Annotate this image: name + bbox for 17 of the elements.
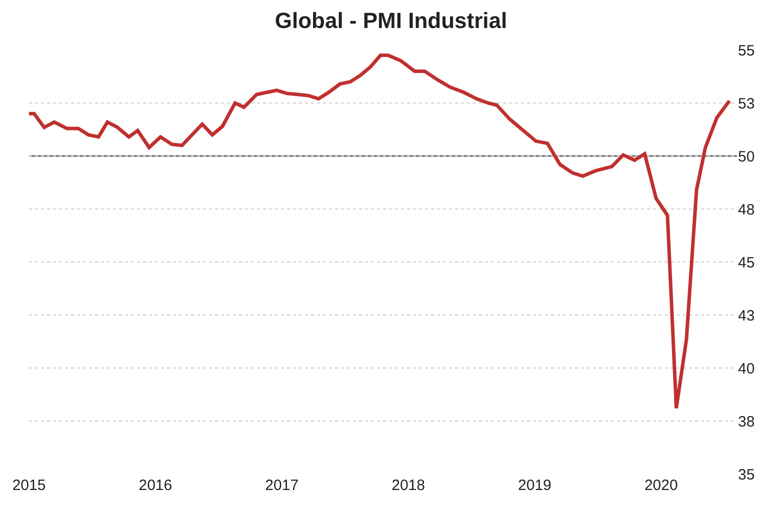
y-tick-label: 38 [738,413,755,430]
x-tick-label: 2019 [518,477,552,494]
line-series [29,54,732,410]
y-tick-label: 35 [738,466,755,484]
y-tick-label: 55 [738,42,755,60]
x-tick-label: 2018 [392,477,425,494]
y-tick-label: 48 [738,201,755,218]
x-tick-label: 2017 [265,477,299,494]
x-tick-label: 2016 [138,477,172,494]
x-tick-label: 2020 [644,477,678,494]
y-tick-label: 43 [738,307,755,324]
chart-title: Global - PMI Industrial [274,8,508,34]
y-tick-label: 40 [738,360,755,378]
y-tick-label: 50 [738,148,755,166]
y-tick-label: 45 [738,254,755,272]
y-tick-label: 53 [738,95,755,112]
x-tick-label: 2015 [12,477,46,494]
